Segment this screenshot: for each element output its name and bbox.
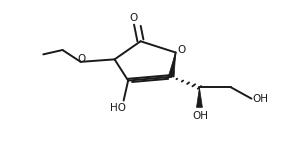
- Polygon shape: [197, 87, 202, 107]
- Text: OH: OH: [253, 94, 269, 104]
- Text: HO: HO: [110, 103, 126, 113]
- Polygon shape: [168, 52, 176, 77]
- Text: OH: OH: [192, 110, 208, 121]
- Text: O: O: [77, 54, 85, 64]
- Text: O: O: [130, 13, 138, 23]
- Text: O: O: [177, 45, 185, 55]
